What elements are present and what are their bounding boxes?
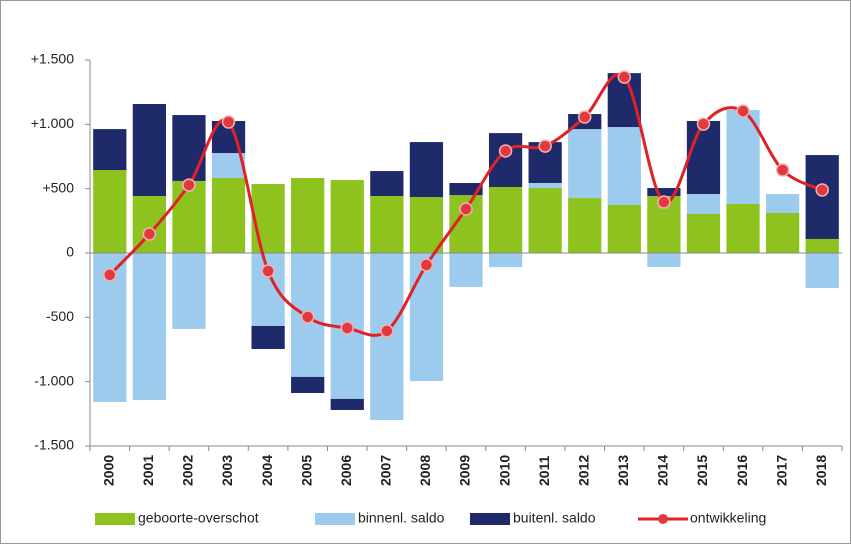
bar — [528, 183, 562, 189]
line-marker — [538, 139, 552, 153]
bar — [172, 180, 206, 253]
x-tick-label: 2001 — [140, 455, 156, 486]
x-tick-label: 2012 — [575, 455, 591, 486]
bar — [726, 203, 760, 253]
bar — [686, 194, 721, 215]
bar — [211, 177, 246, 253]
bar — [449, 253, 483, 287]
bar — [370, 196, 404, 253]
x-tick-label: 2017 — [773, 455, 789, 486]
legend-label: geboorte-overschot — [138, 510, 259, 526]
x-tick-label: 2010 — [496, 455, 512, 486]
y-tick-label: 0 — [66, 244, 74, 260]
y-tick-label: -1.000 — [34, 372, 74, 388]
bar — [528, 188, 562, 253]
bar — [647, 188, 681, 197]
bar — [488, 186, 523, 253]
line-marker — [775, 163, 790, 177]
x-tick-label: 2007 — [378, 455, 394, 486]
bar — [251, 325, 285, 349]
x-tick-label: 2004 — [259, 455, 275, 486]
bar — [370, 171, 404, 197]
line-marker — [300, 310, 315, 324]
x-tick-label: 2008 — [417, 455, 433, 486]
bar — [330, 180, 364, 253]
bar — [132, 104, 166, 197]
bar — [251, 253, 285, 326]
line-marker — [221, 115, 236, 129]
bar — [409, 197, 444, 253]
bar — [409, 142, 444, 198]
bar — [488, 253, 523, 268]
line-marker — [182, 178, 196, 192]
bar — [607, 127, 641, 206]
line-marker — [459, 202, 473, 216]
bar — [568, 198, 602, 253]
bar — [291, 177, 325, 253]
bar — [766, 212, 800, 253]
line-marker — [380, 324, 394, 338]
x-tick-label: 2009 — [457, 455, 473, 486]
bar — [449, 183, 483, 196]
bar — [330, 398, 364, 410]
bar — [805, 253, 839, 288]
line-marker — [419, 258, 434, 272]
bar — [647, 253, 681, 268]
x-tick-label: 2015 — [694, 455, 710, 486]
x-tick-label: 2005 — [298, 455, 314, 486]
bar — [805, 155, 839, 239]
bar — [686, 120, 721, 195]
bar — [172, 115, 206, 181]
legend-label: ontwikkeling — [690, 510, 766, 526]
line-marker — [261, 264, 275, 278]
x-tick-label: 2011 — [536, 455, 552, 486]
x-tick-label: 2014 — [655, 455, 671, 486]
bar — [766, 194, 800, 213]
bar — [409, 253, 444, 382]
bar — [93, 129, 127, 171]
line-marker — [696, 117, 711, 131]
line-marker — [103, 268, 117, 282]
legend-swatch — [658, 514, 668, 524]
x-tick-label: 2000 — [100, 455, 116, 486]
bar — [805, 238, 839, 253]
y-tick-label: +1.500 — [31, 51, 74, 67]
legend-label: binnenl. saldo — [358, 510, 445, 526]
x-tick-label: 2003 — [219, 455, 235, 486]
legend-label: buitenl. saldo — [513, 510, 596, 526]
line-marker — [340, 321, 355, 335]
line-marker — [498, 144, 513, 158]
line-marker — [617, 70, 632, 84]
legend-swatch — [470, 513, 510, 525]
x-tick-label: 2002 — [180, 455, 196, 486]
bar — [93, 170, 127, 253]
bar — [132, 253, 166, 400]
legend-swatch — [95, 513, 135, 525]
bar — [172, 253, 206, 329]
legend-swatch — [315, 513, 355, 525]
y-tick-label: +1.000 — [31, 115, 74, 131]
y-tick-label: +500 — [42, 179, 74, 195]
x-tick-label: 2013 — [615, 455, 631, 486]
y-tick-label: -1.500 — [34, 437, 74, 453]
x-tick-label: 2006 — [338, 455, 354, 486]
bar — [568, 129, 602, 199]
bar — [251, 184, 285, 253]
bar — [132, 196, 166, 253]
line-marker — [657, 195, 671, 209]
bar — [607, 205, 641, 253]
y-tick-label: -500 — [46, 308, 74, 324]
line-marker — [736, 104, 750, 118]
line-marker — [142, 227, 157, 241]
bar — [291, 376, 325, 393]
x-tick-label: 2016 — [734, 455, 750, 486]
x-tick-label: 2018 — [813, 455, 829, 486]
bar — [686, 214, 721, 253]
line-marker — [577, 110, 592, 124]
bar — [488, 133, 523, 187]
line-marker — [815, 183, 829, 197]
